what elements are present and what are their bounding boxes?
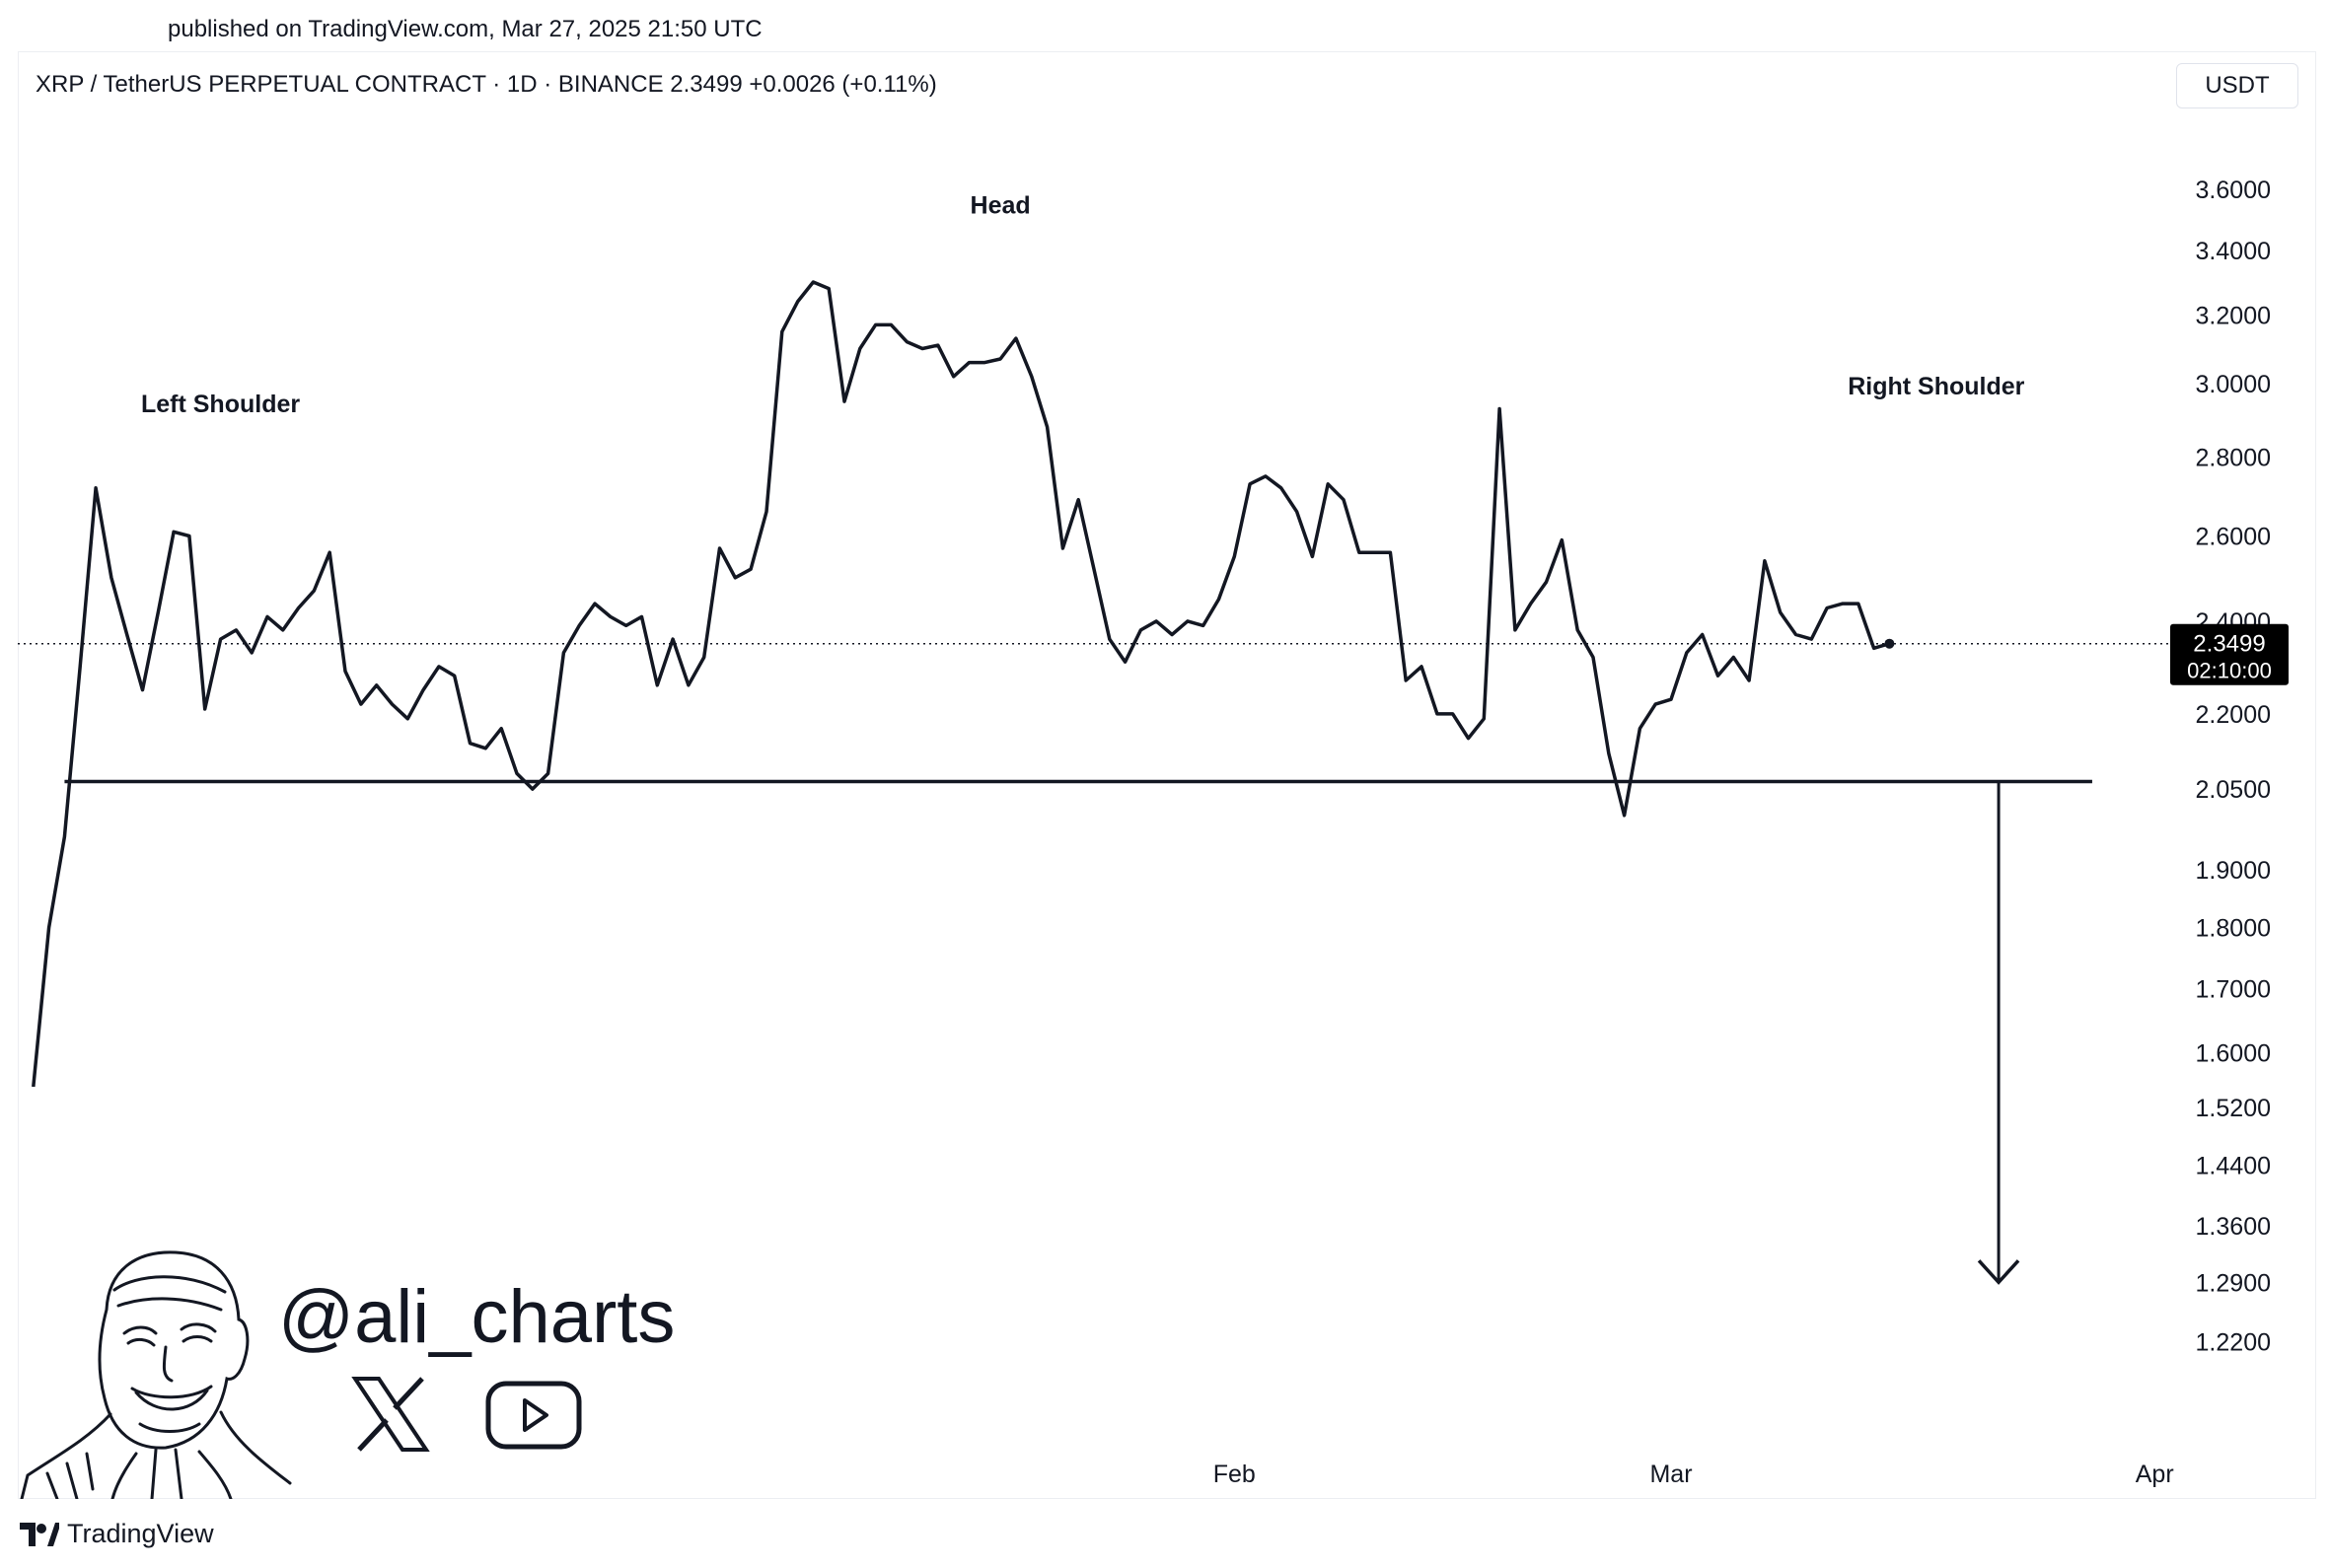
last-price-dot (1884, 638, 1895, 649)
pattern-annotation: Head (971, 191, 1031, 219)
price-line (32, 280, 1890, 1088)
tradingview-brand: TradingView (67, 1519, 214, 1548)
tradingview-logo-icon (20, 1522, 59, 1546)
x-tick-label: Feb (1213, 1461, 1256, 1488)
countdown-label: 02:10:00 (2187, 659, 2272, 683)
y-tick-label: 2.8000 (2196, 444, 2271, 471)
x-logo-icon (351, 1377, 430, 1452)
y-tick-label: 1.2900 (2196, 1269, 2271, 1297)
last-price-label-box (2170, 623, 2289, 685)
x-tick-label: Apr (2136, 1461, 2174, 1488)
y-tick-label: 2.2000 (2196, 701, 2271, 729)
y-axis: 3.60003.40003.20003.00002.80002.60002.40… (2196, 177, 2271, 1356)
last-price-label: 2.3499 (2193, 631, 2265, 658)
y-tick-label: 1.5200 (2196, 1095, 2271, 1122)
y-tick-label: 1.7000 (2196, 975, 2271, 1003)
y-tick-label: 1.6000 (2196, 1040, 2271, 1068)
y-tick-label: 1.3600 (2196, 1213, 2271, 1241)
pattern-annotation: Left Shoulder (141, 391, 300, 418)
author-handle: @ali_charts (278, 1275, 676, 1359)
y-tick-label: 3.0000 (2196, 371, 2271, 398)
y-tick-label: 2.6000 (2196, 523, 2271, 550)
published-note: published on TradingView.com, Mar 27, 20… (168, 16, 763, 42)
x-axis: Feb Mar Apr (1213, 1461, 2174, 1488)
y-tick-label: 2.0500 (2196, 776, 2271, 804)
tradingview-footer: TradingView (20, 1519, 214, 1549)
currency-selector[interactable]: USDT (2176, 63, 2298, 108)
y-tick-label: 3.4000 (2196, 238, 2271, 265)
y-tick-label: 1.2200 (2196, 1329, 2271, 1357)
face-logo-icon (20, 1250, 292, 1499)
chart-frame (18, 51, 2316, 1499)
youtube-icon (485, 1381, 582, 1450)
y-tick-label: 1.9000 (2196, 857, 2271, 885)
y-tick-label: 3.6000 (2196, 177, 2271, 204)
y-tick-label: 1.8000 (2196, 915, 2271, 943)
symbol-info: XRP / TetherUS PERPETUAL CONTRACT · 1D ·… (36, 71, 937, 98)
pattern-annotation: Right Shoulder (1848, 373, 2024, 400)
y-tick-label: 3.2000 (2196, 302, 2271, 329)
y-tick-label: 1.4400 (2196, 1153, 2271, 1180)
target-arrow-head (1977, 1259, 2020, 1285)
x-tick-label: Mar (1649, 1461, 1692, 1488)
